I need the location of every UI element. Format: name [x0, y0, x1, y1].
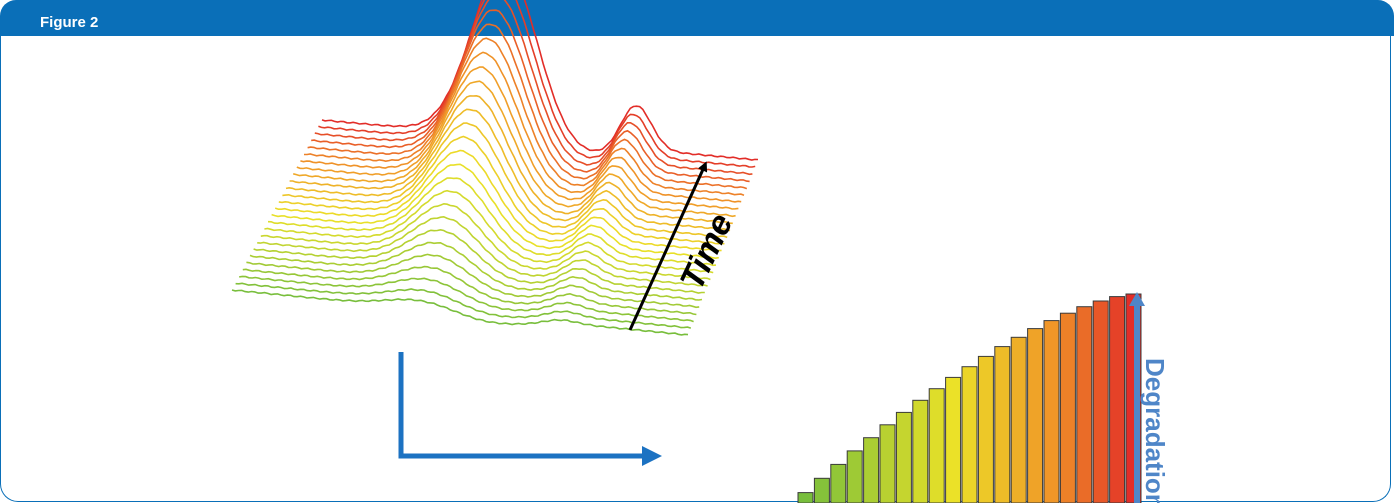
degradation-arrow-head	[1129, 292, 1145, 306]
spectrum-line	[293, 80, 736, 218]
degradation-bar	[797, 492, 814, 503]
degradation-bar	[928, 388, 945, 503]
degradation-bar	[1109, 296, 1126, 503]
degradation-bar	[1076, 306, 1093, 503]
spectrum-line	[321, 0, 759, 161]
spectrum-line	[246, 253, 700, 309]
degradation-bar	[977, 355, 994, 503]
spectrum-line	[257, 215, 708, 287]
waterfall-spectra	[231, 0, 759, 336]
spectrum-line	[296, 66, 739, 210]
spectrum-line	[311, 9, 750, 183]
degradation-bar	[912, 399, 929, 503]
degradation-bar	[830, 463, 847, 503]
spectrum-line	[271, 163, 719, 260]
degradation-bar	[863, 437, 880, 503]
spectrum-line	[307, 23, 748, 190]
spectrum-line	[267, 177, 717, 267]
spectrum-line	[235, 282, 692, 329]
spectrum-line	[242, 265, 697, 316]
spectrum-line	[260, 202, 711, 281]
spectrum-line	[231, 289, 689, 336]
time-label: Time	[673, 208, 741, 295]
degradation-bar	[813, 477, 830, 503]
figure-border	[0, 34, 1391, 502]
spectrum-line	[264, 189, 714, 274]
degradation-bar	[1027, 328, 1044, 503]
spectrum-line	[289, 94, 733, 225]
degradation-bar	[895, 411, 912, 503]
process-arrow	[398, 352, 642, 459]
degradation-bar	[1043, 320, 1060, 503]
degradation-bars	[797, 293, 1142, 503]
spectrum-line	[314, 0, 753, 176]
spectrum-line	[249, 241, 703, 301]
figure-title: Figure 2	[40, 14, 99, 31]
degradation-bar	[994, 346, 1011, 503]
spectrum-line	[318, 0, 756, 168]
spectrum-line	[304, 37, 745, 196]
spectrum-line	[239, 275, 694, 323]
degradation-label: Degradation	[1140, 358, 1170, 503]
degradation-bar	[1059, 312, 1076, 503]
spectrum-line	[285, 108, 731, 232]
spectrum-line	[253, 228, 705, 294]
degradation-bar	[879, 424, 896, 503]
degradation-bar	[961, 366, 978, 503]
degradation-bar	[1092, 300, 1109, 503]
spectrum-line	[274, 149, 722, 252]
degradation-bar	[846, 450, 863, 503]
spectrum-line	[282, 122, 728, 239]
figure-header: Figure 2	[0, 0, 1394, 36]
spectrum-line	[278, 135, 725, 245]
degradation-bar	[945, 376, 962, 503]
process-arrow-head	[642, 446, 662, 466]
time-arrow	[628, 161, 708, 331]
degradation-bar	[1010, 336, 1027, 503]
spectrum-line	[300, 51, 742, 203]
